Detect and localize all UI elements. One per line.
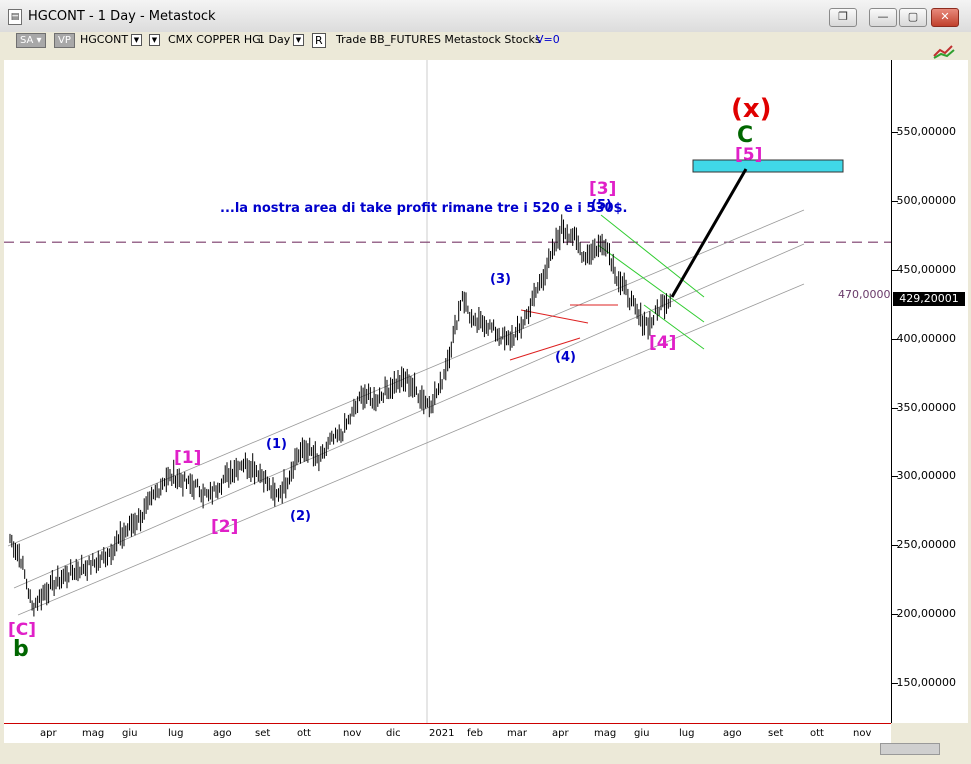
volume-indicator: V=0 (536, 33, 560, 46)
channel-middle-line (13, 243, 805, 589)
price-tick-mark (892, 614, 898, 616)
triangle-lower-line (509, 337, 581, 361)
take-profit-zone (692, 159, 844, 173)
channel-lower-line (17, 283, 805, 616)
date-tick-label: giu (122, 728, 138, 739)
take-profit-note: ...la nostra area di take profit rimane … (220, 201, 628, 216)
price-tick-mark (892, 407, 898, 409)
date-tick-label: ago (213, 728, 232, 739)
security-info: Trade BB_FUTURES Metastock Stocks (336, 33, 541, 46)
price-tick-label: 150,00000 (896, 676, 957, 689)
date-tick-label: feb (467, 728, 484, 739)
price-axis: 550,00000 500,00000 450,00000 400,00000 350,… (891, 60, 968, 723)
date-tick-label: mag (82, 728, 105, 739)
wave-4-minor-label: (4) (555, 350, 576, 365)
date-tick-label: apr (40, 728, 57, 739)
scrollbar-thumb[interactable] (880, 743, 940, 755)
vp-button[interactable]: VP (54, 33, 75, 48)
current-price-badge: 429,20001 (893, 292, 965, 306)
wave-c-label: C (737, 123, 754, 148)
close-button[interactable]: ✕ (931, 8, 959, 27)
projection-arrow-line (670, 168, 748, 298)
security-name: CMX COPPER HG (168, 33, 261, 46)
date-tick-label: giu (634, 728, 650, 739)
price-tick-mark (892, 476, 898, 478)
channel-upper-line (7, 209, 805, 547)
price-tick-label: 550,00000 (896, 125, 957, 138)
date-tick-label: ago (723, 728, 742, 739)
price-tick-mark (892, 269, 898, 271)
price-tick-mark (892, 545, 898, 547)
wave-b-label: b (13, 637, 29, 662)
price-tick-label: 250,00000 (896, 538, 957, 552)
restore-tile-button[interactable]: ❐ (829, 8, 857, 27)
wave-1-major-label: [1] (174, 448, 202, 468)
price-tick-mark (892, 200, 898, 202)
window-title: HGCONT - 1 Day - Metastock (28, 9, 216, 24)
symbol-field[interactable]: HGCONT (80, 33, 129, 46)
chart-toolbar: SA ▾ VP HGCONT ▼ ▼ CMX COPPER HG 1 Day ▼… (0, 32, 971, 49)
horizontal-scrollbar[interactable] (4, 743, 967, 755)
price-tick-mark (892, 132, 898, 133)
wave-x-label: (x) (731, 94, 772, 124)
price-tick-label: 200,00000 (896, 607, 957, 621)
period-select[interactable]: 1 Day (258, 33, 291, 46)
triangle-upper-line (520, 309, 589, 324)
price-tick-label: 500,00000 (896, 193, 957, 207)
date-tick-label: mar (507, 728, 527, 739)
wave-3-major-label: [3] (589, 179, 617, 199)
price-tick-mark (892, 338, 898, 340)
date-tick-label: lug (679, 728, 695, 739)
price-tick-label: 400,00000 (896, 331, 957, 345)
chart-type-icon[interactable] (932, 42, 958, 60)
level-label: 470,00000 (838, 288, 898, 301)
wave-3-minor-label: (3) (490, 272, 511, 287)
name-dropdown-icon[interactable]: ▼ (149, 34, 160, 46)
date-tick-label: nov (853, 728, 872, 739)
price-chart[interactable]: 470,00000 ...la nostra area di take prof… (4, 60, 898, 723)
price-tick-label: 350,00000 (896, 400, 957, 414)
sa-button[interactable]: SA ▾ (16, 33, 46, 48)
symbol-dropdown-icon[interactable]: ▼ (131, 34, 142, 46)
price-tick-label: 450,00000 (896, 262, 957, 276)
date-tick-label: lug (168, 728, 184, 739)
green-channel-lower (643, 304, 705, 350)
date-tick-label: ott (297, 728, 311, 739)
minimize-button[interactable]: — (869, 8, 897, 27)
date-tick-label: set (768, 728, 784, 739)
date-tick-label: 2021 (429, 728, 455, 739)
price-tick-label: 300,00000 (896, 469, 957, 483)
wave-c-major-label: [C] (8, 620, 37, 640)
date-tick-label: apr (552, 728, 569, 739)
date-tick-label: set (255, 728, 271, 739)
r-select[interactable]: R (312, 33, 326, 48)
date-tick-label: mag (594, 728, 617, 739)
price-chart-svg (4, 60, 891, 723)
wave-2-major-label: [2] (211, 517, 239, 537)
wave-1-minor-label: (1) (266, 437, 287, 452)
green-channel-middle (597, 244, 705, 323)
title-bar: ▤ HGCONT - 1 Day - Metastock ❐ — ▢ ✕ (0, 0, 971, 33)
wave-5-major-label: [5] (735, 145, 763, 165)
date-tick-label: dic (386, 728, 401, 739)
price-tick-mark (892, 683, 898, 684)
wave-5-minor-label: (5) (591, 198, 612, 213)
date-tick-label: nov (343, 728, 362, 739)
green-channel-upper (600, 214, 705, 298)
document-icon: ▤ (8, 9, 22, 25)
maximize-button[interactable]: ▢ (899, 8, 927, 27)
wave-2-minor-label: (2) (290, 509, 311, 524)
date-axis: apr mag giu lug ago set ott nov dic 2021 feb mar apr… (4, 723, 891, 744)
sa-label: SA (20, 35, 34, 46)
wave-4-major-label: [4] (649, 333, 677, 353)
period-dropdown-icon[interactable]: ▼ (293, 34, 304, 46)
date-tick-label: ott (810, 728, 824, 739)
